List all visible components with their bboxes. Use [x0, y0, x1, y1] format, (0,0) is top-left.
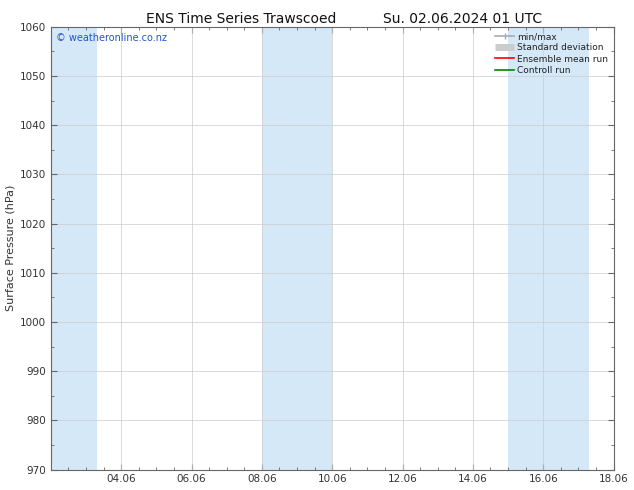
Text: ENS Time Series Trawscoed: ENS Time Series Trawscoed	[146, 12, 336, 26]
Bar	[51, 27, 96, 469]
Legend: min/max, Standard deviation, Ensemble mean run, Controll run: min/max, Standard deviation, Ensemble me…	[493, 29, 611, 77]
Text: Su. 02.06.2024 01 UTC: Su. 02.06.2024 01 UTC	[384, 12, 542, 26]
Bar	[262, 27, 332, 469]
Bar	[508, 27, 589, 469]
Y-axis label: Surface Pressure (hPa): Surface Pressure (hPa)	[6, 185, 16, 311]
Text: © weatheronline.co.nz: © weatheronline.co.nz	[56, 33, 167, 43]
